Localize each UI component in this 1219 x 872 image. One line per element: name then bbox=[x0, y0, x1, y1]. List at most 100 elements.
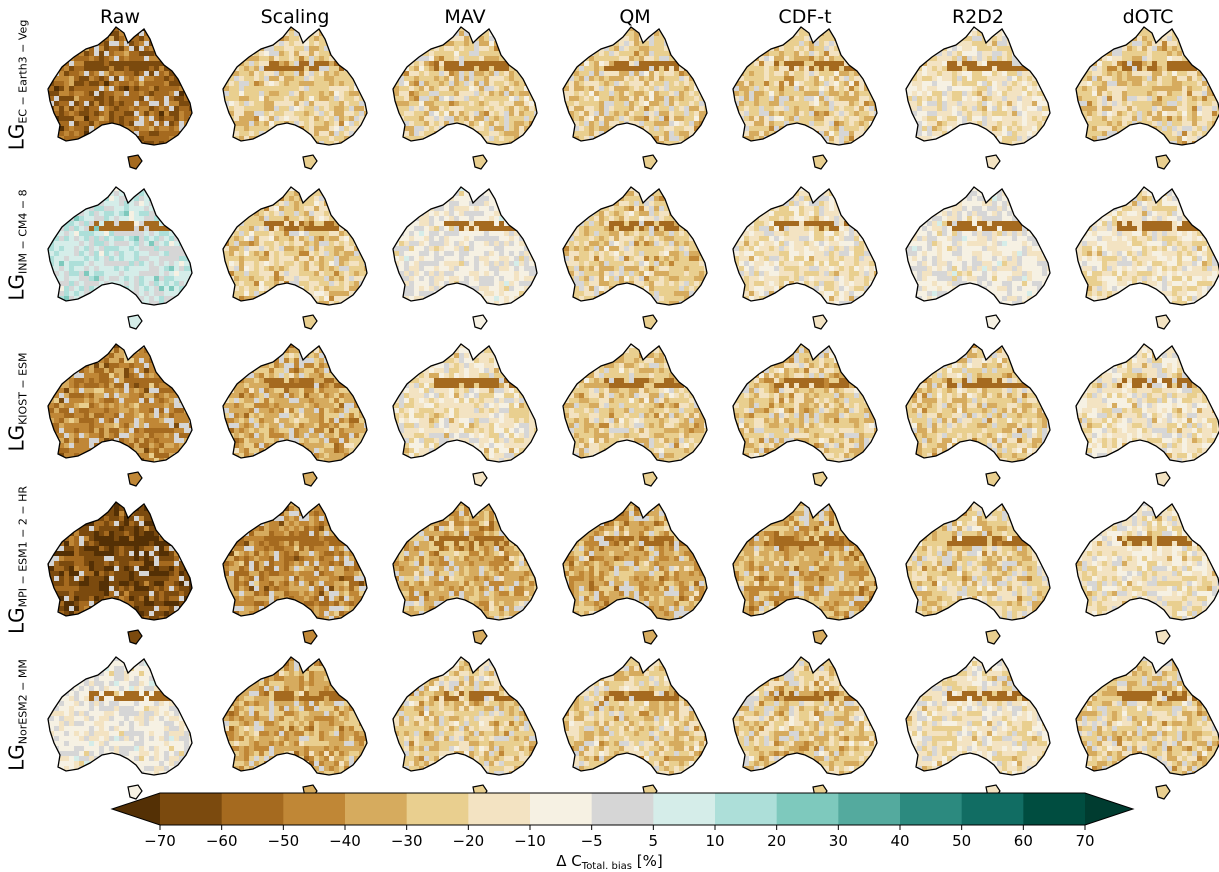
map-cell bbox=[514, 146, 519, 151]
map-cell bbox=[1007, 61, 1012, 66]
map-cell bbox=[234, 146, 239, 151]
map-cell bbox=[119, 76, 124, 81]
map-cell bbox=[769, 126, 774, 131]
map-cell bbox=[309, 41, 314, 46]
map-cell bbox=[509, 111, 514, 116]
map-cell bbox=[639, 66, 644, 71]
map-cell bbox=[279, 66, 284, 71]
map-cell bbox=[279, 76, 284, 81]
map-cell bbox=[594, 146, 599, 151]
map-cell bbox=[99, 106, 104, 111]
map-cell bbox=[449, 41, 454, 46]
map-cell bbox=[69, 131, 74, 136]
map-cell bbox=[564, 141, 569, 145]
map-cell bbox=[294, 76, 299, 81]
map-cell bbox=[104, 56, 109, 61]
map-cell bbox=[987, 31, 992, 36]
map-cell bbox=[1197, 31, 1202, 36]
map-cell bbox=[419, 46, 424, 51]
map-cell bbox=[629, 91, 634, 96]
map-cell bbox=[874, 86, 877, 91]
map-cell bbox=[709, 76, 714, 81]
map-cell bbox=[789, 136, 794, 141]
map-cell bbox=[694, 126, 699, 131]
map-cell bbox=[514, 36, 519, 41]
map-cell bbox=[129, 106, 134, 111]
map-cell bbox=[604, 136, 609, 141]
map-cell bbox=[509, 116, 514, 121]
map-cell bbox=[89, 51, 94, 56]
map-cell bbox=[699, 56, 704, 61]
map-cell bbox=[409, 96, 414, 101]
map-cell bbox=[234, 71, 239, 76]
map-cell bbox=[769, 96, 774, 101]
map-cell bbox=[749, 41, 754, 46]
map-cell bbox=[684, 91, 689, 96]
map-cell bbox=[952, 76, 957, 81]
map-cell bbox=[704, 86, 707, 91]
map-cell bbox=[814, 126, 819, 131]
map-cell bbox=[1122, 36, 1127, 41]
map-cell bbox=[129, 76, 134, 81]
map-cell bbox=[334, 51, 339, 56]
map-cell bbox=[997, 96, 1002, 101]
map-cell bbox=[849, 41, 854, 46]
map-cell bbox=[339, 81, 344, 86]
map-cell bbox=[1017, 141, 1022, 145]
map-cell bbox=[952, 56, 957, 61]
map-cell bbox=[624, 111, 629, 116]
map-cell bbox=[744, 116, 749, 121]
map-cell bbox=[129, 101, 134, 106]
map-cell bbox=[699, 136, 704, 141]
map-cell bbox=[254, 91, 259, 96]
map-cell bbox=[159, 121, 164, 126]
map-cell bbox=[739, 106, 744, 111]
map-cell bbox=[704, 131, 707, 136]
map-cell bbox=[574, 116, 579, 121]
map-cell bbox=[179, 91, 184, 96]
map-cell bbox=[514, 56, 519, 61]
map-cell bbox=[329, 41, 334, 46]
map-cell bbox=[614, 131, 619, 136]
map-cell bbox=[154, 71, 159, 76]
map-cell bbox=[952, 101, 957, 106]
map-cell bbox=[309, 126, 314, 131]
map-cell bbox=[879, 91, 884, 96]
map-cell bbox=[1007, 31, 1012, 36]
map-cell bbox=[459, 106, 464, 111]
map-cell bbox=[579, 81, 584, 86]
map-cell bbox=[1032, 36, 1037, 41]
map-cell bbox=[464, 61, 469, 66]
map-cell bbox=[967, 51, 972, 56]
map-cell bbox=[864, 61, 869, 66]
map-cell bbox=[284, 76, 289, 81]
map-cell bbox=[239, 111, 244, 116]
map-cell bbox=[154, 106, 159, 111]
map-cell bbox=[494, 101, 499, 106]
map-cell bbox=[509, 71, 514, 76]
map-cell bbox=[189, 56, 192, 61]
map-cell bbox=[104, 86, 109, 91]
map-cell bbox=[774, 106, 779, 111]
map-cell bbox=[834, 66, 839, 71]
map-cell bbox=[709, 61, 714, 66]
map-cell bbox=[917, 111, 922, 116]
map-cell bbox=[1117, 31, 1122, 36]
map-cell bbox=[344, 101, 349, 106]
map-cell bbox=[942, 136, 947, 141]
map-cell bbox=[744, 126, 749, 131]
map-cell bbox=[1022, 36, 1027, 41]
map-cell bbox=[1017, 41, 1022, 46]
map-cell bbox=[967, 56, 972, 61]
map-cell bbox=[299, 61, 304, 66]
map-cell bbox=[114, 76, 119, 81]
map-cell bbox=[922, 141, 927, 145]
map-cell bbox=[504, 51, 509, 56]
map-cell bbox=[927, 131, 932, 136]
map-cell bbox=[319, 61, 324, 66]
map-cell bbox=[223, 51, 224, 56]
map-cell bbox=[314, 101, 319, 106]
map-cell bbox=[809, 46, 814, 51]
map-cell bbox=[774, 136, 779, 141]
map-cell bbox=[259, 41, 264, 46]
